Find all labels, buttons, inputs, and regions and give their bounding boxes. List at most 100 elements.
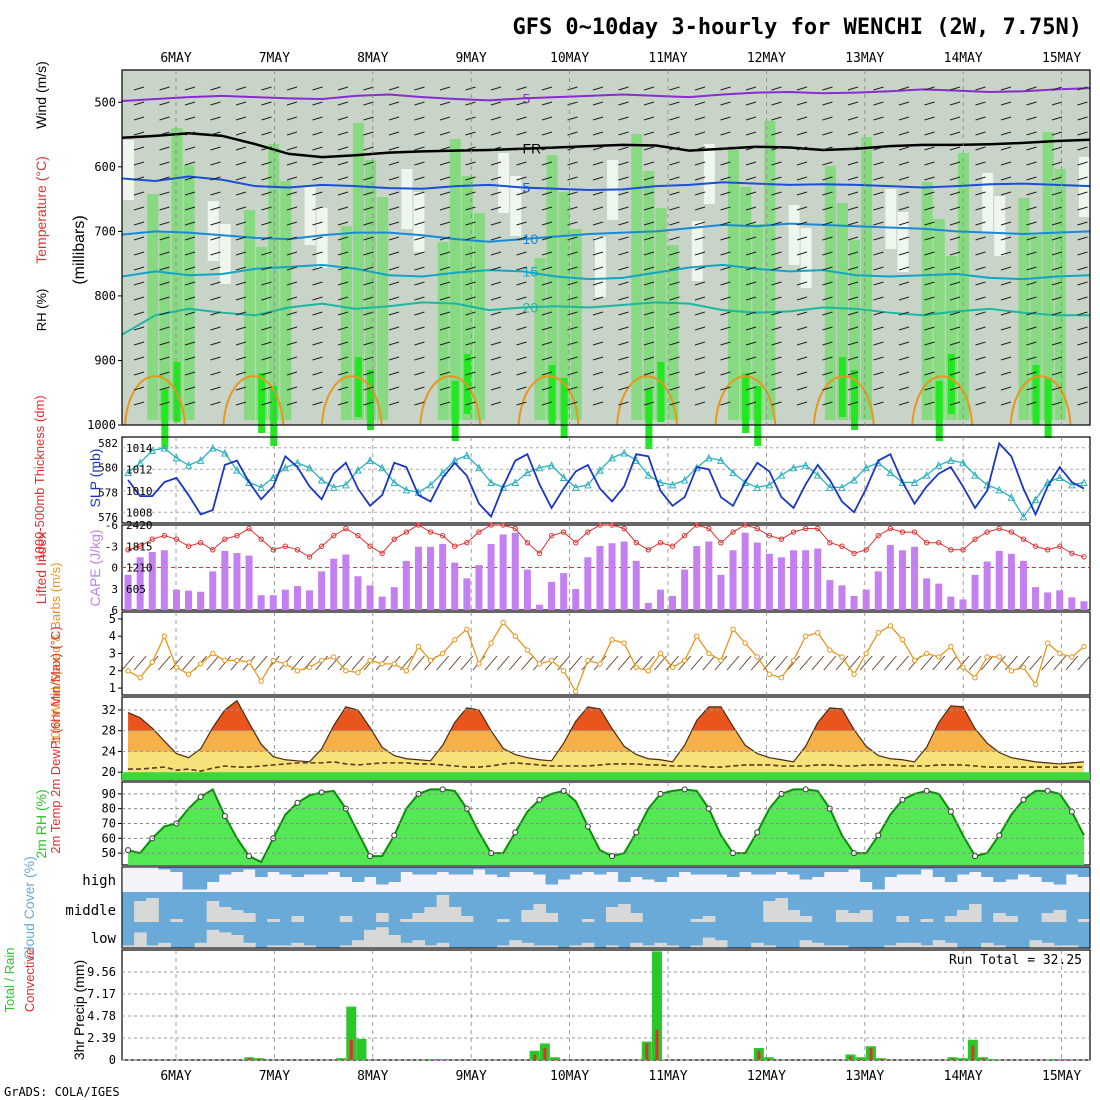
wind-barb	[822, 146, 833, 151]
wind10m-barb	[617, 655, 631, 671]
wind-barb	[720, 191, 731, 196]
thickness-point	[1031, 495, 1040, 504]
wind-barb	[1026, 176, 1037, 181]
pressure-tick-label: 500	[94, 95, 116, 109]
rh2m-point	[996, 832, 1003, 839]
wind-barb	[694, 401, 706, 406]
li-point	[597, 522, 603, 528]
wind-barb	[363, 116, 374, 121]
rh-saturated	[463, 354, 471, 414]
wind-barb	[1051, 221, 1063, 226]
wind-barb	[159, 146, 170, 151]
wind-barb	[312, 401, 323, 406]
rh2m-point	[391, 832, 398, 839]
cloud-bar-low	[835, 945, 849, 948]
wind-barb	[1077, 131, 1088, 136]
li-point	[827, 540, 833, 546]
wind-barb	[669, 221, 680, 226]
wind-barb	[184, 146, 196, 151]
wind-barb	[567, 371, 578, 376]
slp-tick-label: 1010	[126, 485, 153, 498]
contour-label: 10	[523, 231, 539, 247]
cloud-bar-middle	[944, 916, 958, 922]
wind-barb	[184, 266, 196, 271]
cloud-bar-low	[569, 945, 583, 948]
wind-barb	[414, 191, 425, 196]
cape-bar	[390, 587, 398, 610]
li-point	[754, 525, 760, 532]
wind-barb	[1077, 341, 1088, 346]
li-point	[1020, 536, 1027, 542]
precip-conv-bar	[767, 1059, 771, 1060]
wind-barb	[261, 296, 272, 301]
wind-barb	[184, 281, 196, 286]
wind-barb	[847, 206, 859, 211]
wind-barb	[847, 341, 859, 346]
wind-barb	[439, 206, 451, 211]
precip-conv-bar	[339, 1059, 343, 1060]
wind-barb	[720, 101, 731, 106]
cloud-bar-high	[896, 867, 909, 875]
wind-barb	[516, 296, 527, 301]
wind-barb	[133, 386, 145, 391]
cloud-bar-middle	[1077, 919, 1091, 922]
wind10m-barb	[690, 655, 704, 671]
cloud-bar-high	[739, 867, 752, 872]
wind-barb	[133, 206, 145, 211]
wind-barb	[159, 386, 170, 391]
wind-barb	[414, 266, 425, 271]
wind-barb	[745, 191, 757, 196]
wind-barb	[337, 161, 349, 166]
wind-barb	[873, 296, 884, 301]
wind-barb	[286, 101, 298, 106]
wind-barb	[949, 281, 961, 286]
wind-barb	[516, 191, 527, 196]
cape-bar	[705, 541, 713, 610]
contour-warm	[1009, 375, 1072, 426]
wind-barb	[1051, 236, 1063, 241]
thickness-point	[499, 483, 507, 491]
wind-barb	[1026, 221, 1037, 226]
thickness-point	[1007, 493, 1016, 501]
wind-barb	[414, 116, 425, 121]
pressure-tick-label: 800	[94, 289, 116, 303]
wind-barb	[312, 161, 323, 166]
wind-barb	[133, 131, 145, 136]
wind-barb	[363, 86, 374, 91]
wind-barb	[643, 326, 655, 331]
thickness-point	[850, 475, 858, 484]
li-point	[270, 547, 276, 553]
thickness-point	[729, 468, 737, 477]
wind-barb	[363, 401, 374, 406]
li-point	[875, 532, 881, 539]
thickness-point	[487, 478, 495, 486]
rh-dry	[207, 201, 219, 261]
cape-bar	[1068, 597, 1076, 610]
cape-bar	[366, 585, 374, 610]
rh2m-point	[681, 786, 688, 793]
thickness-point	[402, 485, 411, 494]
wind-barb	[210, 311, 221, 316]
thickness-point	[959, 458, 967, 467]
wind-barb	[873, 86, 884, 91]
wind-barb	[847, 146, 859, 151]
thickness-point	[208, 443, 217, 452]
wind-barb	[235, 266, 247, 271]
wind-barb	[363, 266, 374, 271]
li-point	[294, 547, 301, 553]
wind-barb	[1026, 371, 1037, 376]
top-date-label: 15MAY	[1042, 51, 1081, 66]
wind-barb	[159, 206, 170, 211]
wind-barb	[720, 206, 731, 211]
wind-barb	[898, 371, 910, 376]
li-point	[415, 522, 422, 528]
wind-barb	[592, 161, 604, 166]
rh-dry	[413, 192, 425, 252]
contour-warm	[320, 375, 383, 426]
li-point	[343, 525, 349, 532]
thickness-point	[523, 468, 532, 477]
rh-band	[1018, 198, 1030, 420]
thickness-point	[608, 453, 616, 462]
wind-barb	[516, 401, 527, 406]
wind-barb	[210, 281, 221, 286]
